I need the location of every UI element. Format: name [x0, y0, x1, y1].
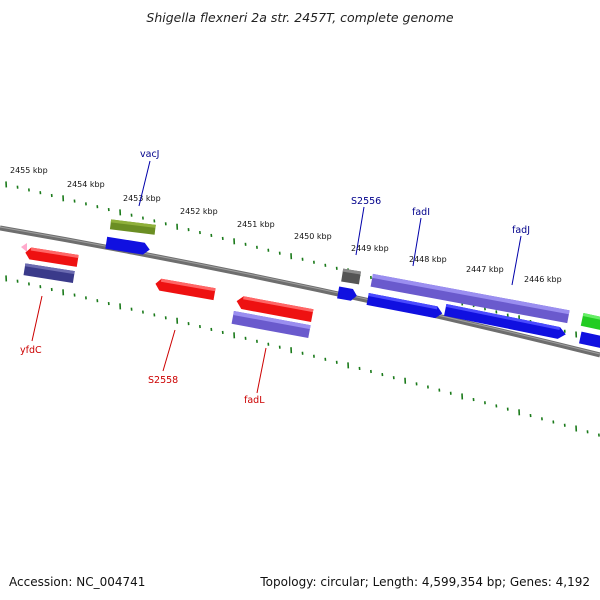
feature-yfdC[interactable] — [23, 263, 75, 284]
gene-label-S2556[interactable]: S2556 — [351, 196, 381, 207]
scale-label: 2453 kbp — [123, 194, 161, 203]
scale-label: 2446 kbp — [524, 275, 562, 284]
callout-yfdC — [31, 295, 43, 342]
feature-fadJ-cds[interactable] — [444, 303, 567, 340]
feature-edge-green[interactable] — [580, 313, 600, 330]
callout-S2558 — [162, 329, 176, 372]
feature-upper-blue-2[interactable] — [337, 286, 358, 302]
scale-label: 2454 kbp — [67, 180, 105, 189]
scale-label: 2447 kbp — [466, 265, 504, 274]
page-title: Shigella flexneri 2a str. 2457T, complet… — [146, 10, 454, 25]
scale-label: 2452 kbp — [180, 207, 218, 216]
feature-lower-red-2[interactable] — [235, 295, 314, 322]
callout-fadJ — [511, 235, 522, 286]
scale-label: 2455 kbp — [10, 166, 48, 175]
genome-backbone-highlight — [0, 226, 600, 355]
callout-S2556 — [355, 206, 365, 256]
gene-label-fadL[interactable]: fadL — [244, 395, 265, 406]
feature-lower-red-1[interactable] — [24, 247, 79, 267]
feature-pink-marker[interactable] — [21, 243, 27, 252]
genome-backbone — [0, 225, 600, 358]
callout-fadI — [412, 217, 422, 267]
feature-S2558[interactable] — [154, 278, 216, 301]
callout-vacJ — [138, 160, 151, 207]
feature-fadI-cds[interactable] — [366, 293, 444, 319]
gene-label-S2558[interactable]: S2558 — [148, 375, 178, 386]
scale-label: 2451 kbp — [237, 220, 275, 229]
scale-label: 2448 kbp — [409, 255, 447, 264]
gene-label-vacJ[interactable]: vacJ — [140, 149, 159, 160]
scale-label: 2449 kbp — [351, 244, 389, 253]
feature-fadL[interactable] — [231, 311, 311, 339]
scale-label: 2450 kbp — [294, 232, 332, 241]
gene-label-fadI[interactable]: fadI — [412, 207, 430, 218]
topology-text: Topology: circular; Length: 4,599,354 bp… — [260, 575, 590, 589]
feature-upper-blue-1[interactable] — [105, 236, 150, 256]
feature-edge-blue[interactable] — [579, 331, 600, 348]
feature-S2556[interactable] — [341, 268, 361, 285]
scale-ticks-lower — [5, 275, 600, 437]
feature-vacJ[interactable] — [109, 219, 156, 235]
callout-fadL — [256, 347, 267, 394]
feature-fadJ[interactable] — [370, 273, 570, 324]
gene-label-yfdC[interactable]: yfdC — [20, 345, 42, 356]
gene-label-fadJ[interactable]: fadJ — [512, 225, 530, 236]
accession-text: Accession: NC_004741 — [9, 575, 146, 589]
